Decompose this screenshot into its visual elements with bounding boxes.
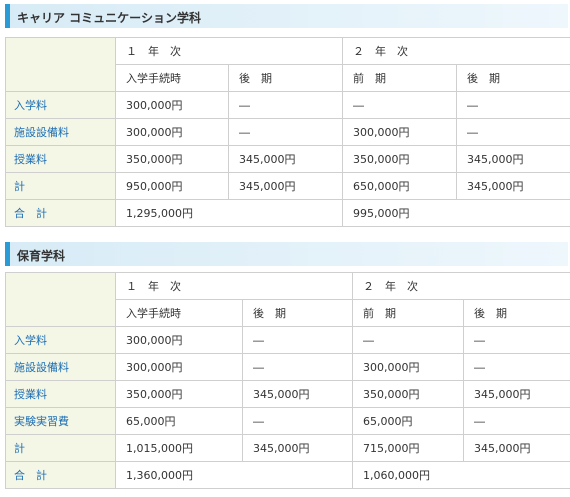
total-label: 合 計 xyxy=(5,199,116,227)
fee-cell: ― xyxy=(242,353,353,381)
fee-cell: 350,000円 xyxy=(115,380,243,408)
period-header: 後 期 xyxy=(463,299,570,327)
period-header: 後 期 xyxy=(456,64,570,92)
table-row: 施設設備料 300,000円 ― 300,000円 ― xyxy=(5,353,570,381)
period-header: 後 期 xyxy=(242,299,353,327)
header-corner xyxy=(5,272,116,327)
table-row: 入学手続時 後 期 前 期 後 期 xyxy=(6,299,570,327)
fee-cell: 350,000円 xyxy=(342,145,457,173)
fee-cell: 345,000円 xyxy=(456,145,570,173)
fee-cell: 300,000円 xyxy=(342,118,457,146)
table-row: 実験実習費 65,000円 ― 65,000円 ― xyxy=(5,407,570,435)
table-row: 合 計 1,360,000円 1,060,000円 xyxy=(5,461,570,489)
fee-cell: ― xyxy=(352,326,464,354)
fee-cell: 345,000円 xyxy=(456,172,570,200)
fee-cell: 715,000円 xyxy=(352,434,464,462)
fee-cell: 300,000円 xyxy=(115,118,229,146)
fee-cell: 300,000円 xyxy=(115,326,243,354)
fee-cell: ― xyxy=(242,326,353,354)
period-header: 前 期 xyxy=(342,64,457,92)
table-row: 入学料 300,000円 ― ― ― xyxy=(5,326,570,354)
fee-cell: 345,000円 xyxy=(242,380,353,408)
row-label: 授業料 xyxy=(5,380,116,408)
section-title: 保育学科 xyxy=(17,249,66,263)
fee-cell: 300,000円 xyxy=(352,353,464,381)
table-row: 施設設備料 300,000円 ― 300,000円 ― xyxy=(5,118,570,146)
table-row: 合 計 1,295,000円 995,000円 xyxy=(5,199,570,227)
fee-cell: 650,000円 xyxy=(342,172,457,200)
table-row: 授業料 350,000円 345,000円 350,000円 345,000円 xyxy=(5,380,570,408)
fee-cell: 300,000円 xyxy=(115,353,243,381)
year2-header: ２ 年 次 xyxy=(352,272,570,300)
row-label: 計 xyxy=(5,172,116,200)
table-row: １ 年 次 ２ 年 次 xyxy=(5,272,570,327)
fee-cell: ― xyxy=(456,118,570,146)
header-corner xyxy=(5,37,116,92)
year2-header: ２ 年 次 xyxy=(342,37,570,65)
period-header: 入学手続時 xyxy=(115,64,229,92)
section-accent-bar xyxy=(5,4,10,28)
fee-cell: 345,000円 xyxy=(242,434,353,462)
total-year2: 1,060,000円 xyxy=(352,461,570,489)
section-title: キャリア コミュニケーション学科 xyxy=(17,11,201,25)
fee-cell: ― xyxy=(456,91,570,119)
period-header: 後 期 xyxy=(228,64,343,92)
table-row: 計 950,000円 345,000円 650,000円 345,000円 xyxy=(5,172,570,200)
fee-cell: ― xyxy=(228,91,343,119)
total-year2: 995,000円 xyxy=(342,199,570,227)
fee-cell: 345,000円 xyxy=(463,434,570,462)
fee-cell: 345,000円 xyxy=(228,172,343,200)
total-year1: 1,360,000円 xyxy=(115,461,353,489)
fee-cell: ― xyxy=(242,407,353,435)
fee-table-childcare: １ 年 次 ２ 年 次 入学手続時 後 期 前 期 後 期 入学料 300,00… xyxy=(5,272,570,489)
row-label: 授業料 xyxy=(5,145,116,173)
period-header: 前 期 xyxy=(352,299,464,327)
row-label: 施設設備料 xyxy=(5,353,116,381)
table-row: 計 1,015,000円 345,000円 715,000円 345,000円 xyxy=(5,434,570,462)
section-accent-bar xyxy=(5,242,10,266)
fee-cell: 345,000円 xyxy=(463,380,570,408)
fee-cell: 65,000円 xyxy=(115,407,243,435)
table-row: 授業料 350,000円 345,000円 350,000円 345,000円 xyxy=(5,145,570,173)
row-label: 施設設備料 xyxy=(5,118,116,146)
fee-cell: ― xyxy=(463,407,570,435)
section-header-career: キャリア コミュニケーション学科 xyxy=(5,4,568,28)
period-header: 入学手続時 xyxy=(115,299,243,327)
row-label: 入学料 xyxy=(5,91,116,119)
table-row: １ 年 次 ２ 年 次 xyxy=(5,37,570,92)
fee-cell: 950,000円 xyxy=(115,172,229,200)
fee-cell: 350,000円 xyxy=(115,145,229,173)
table-row: 入学手続時 後 期 前 期 後 期 xyxy=(6,64,570,92)
year1-header: １ 年 次 xyxy=(115,272,353,300)
fee-cell: ― xyxy=(342,91,457,119)
fee-cell: 300,000円 xyxy=(115,91,229,119)
row-label: 入学料 xyxy=(5,326,116,354)
row-label: 実験実習費 xyxy=(5,407,116,435)
fee-cell: 65,000円 xyxy=(352,407,464,435)
total-year1: 1,295,000円 xyxy=(115,199,343,227)
fee-cell: 350,000円 xyxy=(352,380,464,408)
fee-cell: 1,015,000円 xyxy=(115,434,243,462)
fee-cell: ― xyxy=(463,353,570,381)
fee-table-career: １ 年 次 ２ 年 次 入学手続時 後 期 前 期 後 期 入学料 300,00… xyxy=(5,37,570,227)
row-label: 計 xyxy=(5,434,116,462)
fee-cell: 345,000円 xyxy=(228,145,343,173)
year1-header: １ 年 次 xyxy=(115,37,343,65)
total-label: 合 計 xyxy=(5,461,116,489)
fee-cell: ― xyxy=(463,326,570,354)
fee-cell: ― xyxy=(228,118,343,146)
table-row: 入学料 300,000円 ― ― ― xyxy=(5,91,570,119)
section-header-childcare: 保育学科 xyxy=(5,242,568,266)
